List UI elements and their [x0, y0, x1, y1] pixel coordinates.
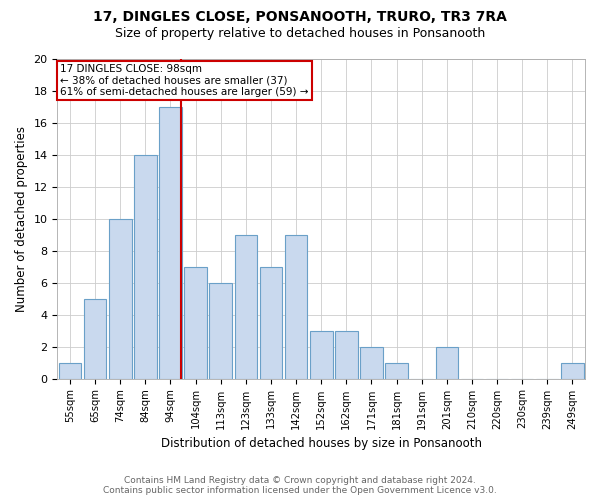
- Text: Size of property relative to detached houses in Ponsanooth: Size of property relative to detached ho…: [115, 28, 485, 40]
- Bar: [335, 330, 358, 378]
- Text: Contains HM Land Registry data © Crown copyright and database right 2024.
Contai: Contains HM Land Registry data © Crown c…: [103, 476, 497, 495]
- Bar: [59, 362, 81, 378]
- X-axis label: Distribution of detached houses by size in Ponsanooth: Distribution of detached houses by size …: [161, 437, 482, 450]
- Y-axis label: Number of detached properties: Number of detached properties: [15, 126, 28, 312]
- Bar: [84, 298, 106, 378]
- Bar: [235, 235, 257, 378]
- Bar: [310, 330, 332, 378]
- Bar: [159, 107, 182, 378]
- Text: 17, DINGLES CLOSE, PONSANOOTH, TRURO, TR3 7RA: 17, DINGLES CLOSE, PONSANOOTH, TRURO, TR…: [93, 10, 507, 24]
- Bar: [134, 155, 157, 378]
- Bar: [184, 266, 207, 378]
- Bar: [436, 346, 458, 378]
- Bar: [360, 346, 383, 378]
- Bar: [285, 235, 307, 378]
- Bar: [385, 362, 408, 378]
- Bar: [209, 282, 232, 378]
- Bar: [561, 362, 584, 378]
- Text: 17 DINGLES CLOSE: 98sqm
← 38% of detached houses are smaller (37)
61% of semi-de: 17 DINGLES CLOSE: 98sqm ← 38% of detache…: [60, 64, 308, 97]
- Bar: [109, 219, 131, 378]
- Bar: [260, 266, 282, 378]
